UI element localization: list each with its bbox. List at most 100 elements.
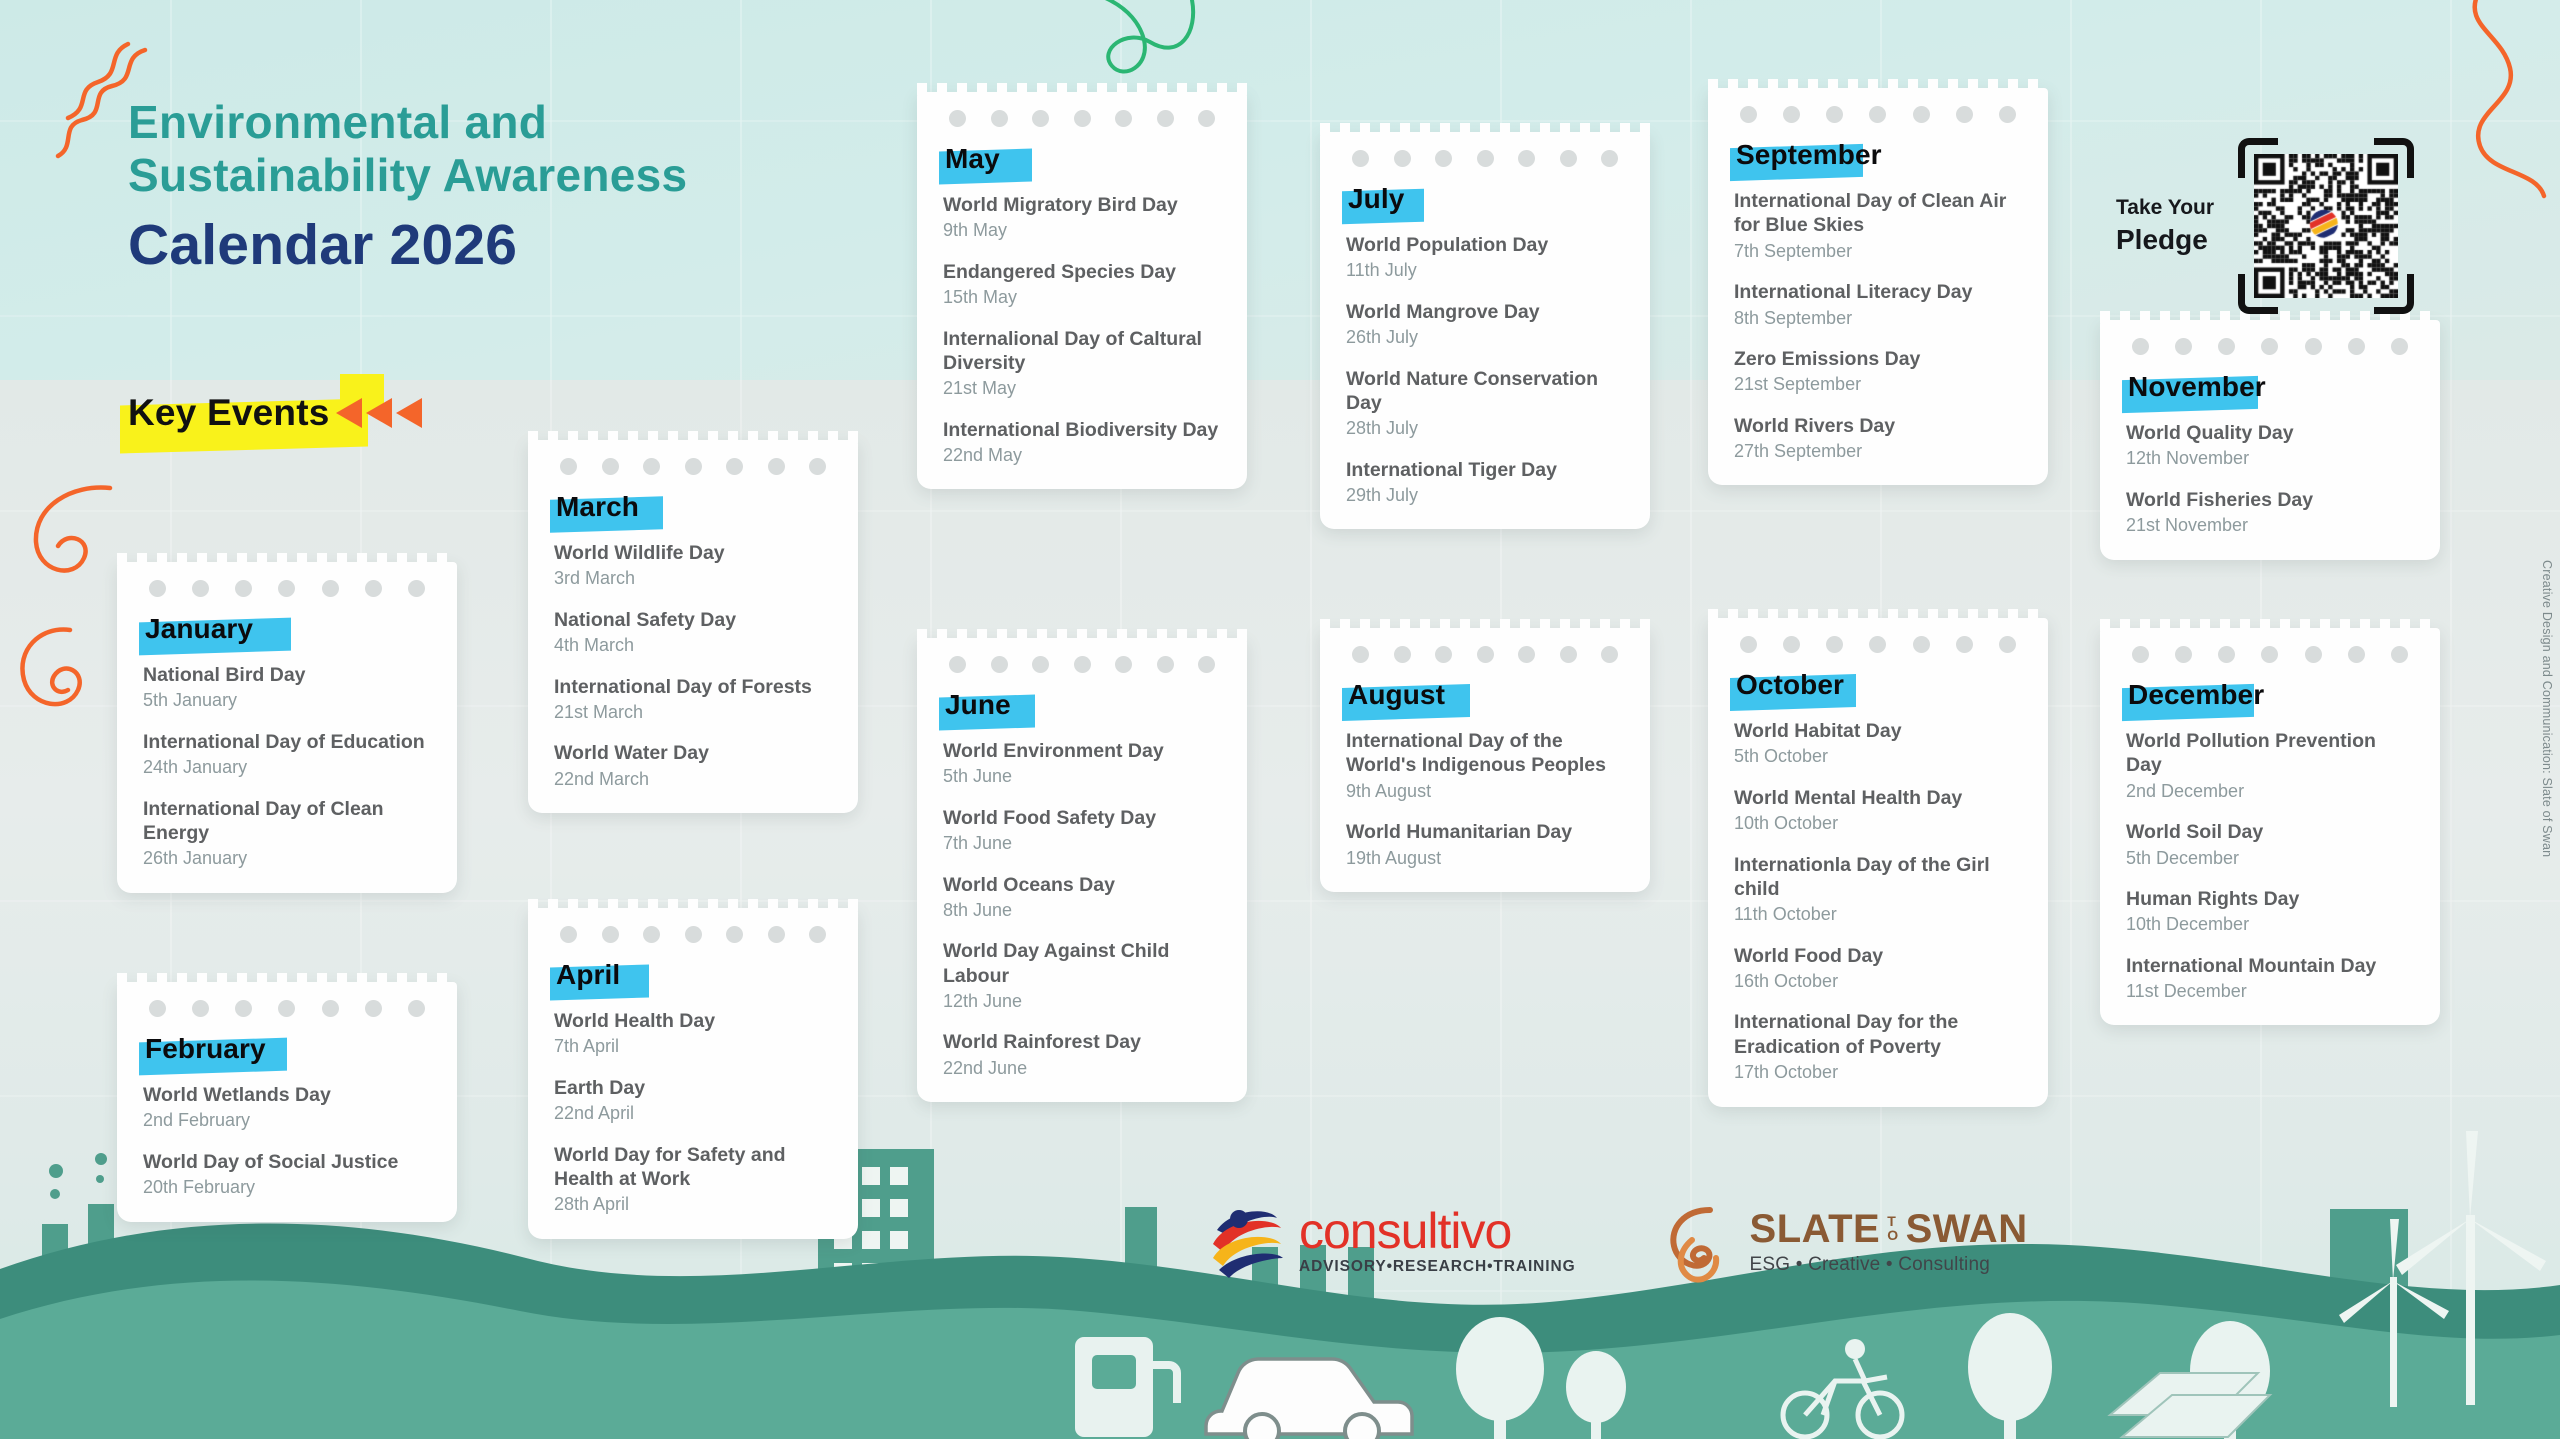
event-date: 2nd December <box>2126 780 2245 801</box>
punch-hole-icon <box>2261 646 2279 663</box>
event-date: 10th October <box>1734 813 1839 834</box>
punch-hole-icon <box>1955 106 1973 123</box>
event-list: International Day of the World's Indigen… <box>1346 729 1624 870</box>
event-date: 8th September <box>1734 307 1853 328</box>
punch-hole-icon <box>2218 646 2236 663</box>
slate-word-part1: SLATE <box>1749 1206 1881 1251</box>
event-name: International Literacy Day <box>1734 281 1973 304</box>
event-name: World Wetlands Day <box>143 1084 331 1106</box>
punch-hole-row <box>1734 618 2022 653</box>
event-name: International Tiger Day <box>1346 458 1557 481</box>
take-your-pledge-block[interactable]: Take Your Pledge <box>2116 138 2415 314</box>
event-item: International Day of Clean Energy 26th Ja… <box>143 797 431 871</box>
month-card-june: June World Environment Day 5th June World F… <box>917 638 1247 1103</box>
punch-hole-icon <box>1476 150 1494 167</box>
event-item: World Environment Day 5th June <box>943 739 1221 789</box>
month-title: July <box>1342 183 1424 225</box>
qr-code-icon[interactable] <box>2254 154 2399 298</box>
punch-hole-icon <box>1156 110 1174 127</box>
punch-hole-icon <box>1393 646 1411 663</box>
key-events-label: Key Events <box>128 392 330 433</box>
event-date: 7th June <box>943 833 1013 854</box>
page-title-line-2: Sustainability Awareness <box>128 148 688 201</box>
event-date: 11st December <box>2126 981 2247 1002</box>
event-item: International Day of the World's Indigen… <box>1346 729 1624 803</box>
event-name: World Fisheries Day <box>2126 488 2314 511</box>
event-date: 12th November <box>2126 448 2250 469</box>
punch-hole-icon <box>809 458 826 475</box>
event-item: Zero Emissions Day 21st September <box>1734 347 2022 397</box>
month-title: May <box>939 143 1032 185</box>
punch-hole-row <box>1734 88 2022 123</box>
event-list: World Migratory Bird Day 9th May Endangere… <box>943 193 1221 467</box>
punch-hole-icon <box>1740 106 1757 123</box>
month-name-label: April <box>556 959 621 990</box>
event-list: World Quality Day 12th November World Fish… <box>2126 421 2414 538</box>
punch-hole-icon <box>364 580 382 597</box>
event-item: World Humanitarian Day 19th August <box>1346 820 1624 870</box>
month-name-label: March <box>556 491 639 522</box>
qr-code-scan-frame[interactable] <box>2238 138 2415 314</box>
event-name: International Day for the Eradication of… <box>1734 1011 1959 1058</box>
event-item: Internalional Day of Caltural Diversity 2… <box>943 327 1221 401</box>
punch-hole-icon <box>235 580 253 597</box>
event-item: International Day of Clean Air for Blue … <box>1734 189 2022 263</box>
event-item: World Migratory Bird Day 9th May <box>943 193 1221 243</box>
event-name: World Environment Day <box>943 740 1164 762</box>
event-item: International Day of Education 24th Janua… <box>143 730 431 780</box>
event-list: World Wildlife Day 3rd March National Safe… <box>554 541 832 791</box>
event-item: World Habitat Day 5th October <box>1734 719 2022 769</box>
punch-hole-icon <box>2175 646 2193 663</box>
punch-hole-row <box>143 562 431 597</box>
event-list: World Population Day 11th July World Mangr… <box>1346 233 1624 507</box>
swan-mark-icon <box>1669 1207 1719 1283</box>
event-name: World Population Day <box>1346 234 1549 256</box>
slate-to-swan-wordmark: SLATE T O SWAN <box>1750 1209 2028 1249</box>
punch-hole-icon <box>1783 636 1801 653</box>
event-name: World Mangrove Day <box>1346 300 1540 323</box>
month-title: January <box>139 613 291 656</box>
slate-to-swan-logo[interactable]: SLATE T O SWAN ESG • Creative • Consulti… <box>1662 1200 2028 1284</box>
punch-hole-icon <box>2390 338 2408 355</box>
event-name: World Day Against Child Labour <box>943 940 1170 987</box>
event-date: 9th August <box>1346 780 1432 801</box>
event-date: 12th June <box>943 991 1023 1012</box>
event-name: World Nature Conservation Day <box>1346 367 1599 414</box>
month-title: February <box>139 1033 287 1076</box>
punch-hole-icon <box>1518 150 1535 167</box>
event-date: 26th July <box>1346 327 1419 348</box>
event-item: World Soil Day 5th December <box>2126 820 2414 870</box>
consultivo-logo[interactable]: consultivo ADVISORY•RESEARCH•TRAINING <box>1205 1200 1576 1284</box>
punch-hole-icon <box>149 580 166 597</box>
key-events-arrows <box>335 398 422 428</box>
punch-hole-icon <box>321 580 339 597</box>
punch-hole-icon <box>1435 150 1452 167</box>
punch-hole-icon <box>2132 338 2149 355</box>
punch-hole-icon <box>560 458 577 475</box>
event-item: World Health Day 7th April <box>554 1009 832 1059</box>
punch-hole-icon <box>149 1000 166 1017</box>
event-date: 21st November <box>2126 515 2249 536</box>
event-name: International Biodiversity Day <box>943 418 1219 441</box>
event-item: World Water Day 22nd March <box>554 741 832 791</box>
event-name: Earth Day <box>554 1076 646 1099</box>
event-list: World Environment Day 5th June World Food … <box>943 739 1221 1080</box>
event-name: World Day for Safety and Health at Work <box>554 1143 786 1190</box>
month-name-label: June <box>945 689 1011 720</box>
event-date: 28th July <box>1346 418 1419 439</box>
month-title: October <box>1730 669 1856 711</box>
slate-word-part2: SWAN <box>1905 1206 2028 1251</box>
event-name: National Safety Day <box>554 608 737 631</box>
month-card-february: February World Wetlands Day 2nd February Wo… <box>117 982 457 1222</box>
month-name-label: November <box>2128 371 2266 402</box>
scan-corner-bottom-right-icon <box>2374 274 2415 314</box>
page-title-line-1: Environmental and <box>128 96 548 148</box>
event-date: 8th June <box>943 899 1013 920</box>
event-name: World Water Day <box>554 742 709 765</box>
event-item: World Fisheries Day 21st November <box>2126 488 2414 538</box>
month-name-label: May <box>945 143 1000 174</box>
month-title: September <box>1730 139 1882 182</box>
punch-hole-icon <box>192 1000 210 1017</box>
event-item: World Day Against Child Labour 12th June <box>943 939 1221 1013</box>
footer-logos: consultivo ADVISORY•RESEARCH•TRAINING SL… <box>1205 1200 2028 1284</box>
